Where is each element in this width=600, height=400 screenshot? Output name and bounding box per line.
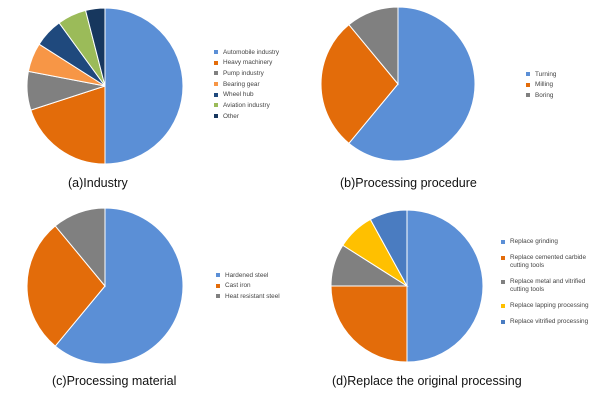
- legend-swatch-bearing-gear: [214, 82, 218, 87]
- legend-swatch-heavy-machinery: [214, 60, 218, 65]
- legend-item-aviation-industry: Aviation industry: [214, 100, 279, 110]
- legend-label-bearing-gear: Bearing gear: [223, 80, 260, 88]
- pie-chart-replace-original-processing: [330, 209, 484, 363]
- pie-chart-processing-material: [26, 207, 184, 365]
- legend-label-hardened-steel: Hardened steel: [225, 271, 269, 279]
- legend-swatch-aviation-industry: [214, 103, 218, 108]
- legend-swatch-replace-cemented-carbide-cutting-tools: [501, 256, 505, 260]
- pie-chart-industry: [26, 7, 184, 165]
- caption-processing-procedure: (b)Processing procedure: [340, 176, 477, 190]
- chart-panel-replace-original-processing: Replace grinding Replace cemented carbide…: [300, 200, 600, 400]
- legend-swatch-replace-vitrified-processing: [501, 320, 505, 324]
- legend-swatch-replace-lapping-processing: [501, 304, 505, 308]
- legend-label-other: Other: [223, 112, 239, 120]
- legend-label-replace-cemented-carbide-cutting-tools: Replace cemented carbide cutting tools: [510, 254, 587, 269]
- legend-swatch-replace-metal-and-vitrified-cutting-tools: [501, 280, 505, 284]
- legend-processing-procedure: Turning Milling Boring: [526, 69, 556, 101]
- legend-item-automobile-industry: Automobile industry: [214, 47, 279, 57]
- legend-swatch-replace-grinding: [501, 240, 505, 244]
- legend-swatch-milling: [526, 82, 530, 87]
- legend-item-other: Other: [214, 111, 279, 121]
- legend-industry: Automobile industry Heavy machinery Pump i…: [214, 47, 279, 122]
- legend-swatch-turning: [526, 72, 530, 76]
- chart-panel-processing-material: Hardened steel Cast iron Heat resistant st…: [0, 200, 300, 400]
- legend-item-wheel-hub: Wheel hub: [214, 90, 279, 100]
- pie-slice-replace-vitrified-processing: [369, 209, 408, 287]
- legend-swatch-cast-iron: [216, 283, 220, 288]
- legend-swatch-wheel-hub: [214, 92, 218, 97]
- caption-processing-material: (c)Processing material: [52, 374, 177, 388]
- legend-item-bearing-gear: Bearing gear: [214, 79, 279, 89]
- legend-item-heavy-machinery: Heavy machinery: [214, 58, 279, 68]
- legend-label-boring: Boring: [535, 91, 554, 99]
- legend-label-heat-resistant-steel: Heat resistant steel: [225, 292, 280, 300]
- legend-item-turning: Turning: [526, 69, 556, 79]
- chart-panel-processing-procedure: Turning Milling Boring (b)Processing proce…: [300, 0, 600, 200]
- legend-label-aviation-industry: Aviation industry: [223, 101, 270, 109]
- legend-label-replace-vitrified-processing: Replace vitrified processing: [510, 318, 589, 325]
- legend-label-turning: Turning: [535, 70, 557, 78]
- legend-swatch-pump-industry: [214, 71, 218, 76]
- pie-slice-cast-iron: [26, 225, 106, 347]
- pie-slice-other: [84, 7, 106, 87]
- legend-replace-original-processing: Replace grinding Replace cemented carbide…: [501, 238, 591, 334]
- legend-item-hardened-steel: Hardened steel: [216, 270, 280, 280]
- legend-item-heat-resistant-steel: Heat resistant steel: [216, 291, 280, 301]
- legend-swatch-boring: [526, 93, 530, 98]
- pie-slice-boring: [348, 6, 399, 86]
- caption-industry: (a)Industry: [68, 176, 128, 190]
- legend-item-replace-cemented-carbide-cutting-tools: Replace cemented carbide cutting tools: [501, 254, 591, 270]
- pie-slice-heat-resistant-steel: [54, 207, 106, 288]
- pie-slice-replace-cemented-carbide-cutting-tools: [330, 285, 408, 363]
- legend-item-milling: Milling: [526, 80, 556, 90]
- legend-item-pump-industry: Pump industry: [214, 68, 279, 78]
- legend-label-replace-lapping-processing: Replace lapping processing: [510, 302, 589, 309]
- pie-slice-hardened-steel: [54, 207, 184, 365]
- legend-item-boring: Boring: [526, 90, 556, 100]
- pie-slice-replace-grinding: [406, 209, 484, 363]
- legend-item-replace-grinding: Replace grinding: [501, 238, 591, 246]
- legend-label-cast-iron: Cast iron: [225, 282, 251, 290]
- legend-label-heavy-machinery: Heavy machinery: [223, 59, 273, 67]
- pie-slice-milling: [320, 23, 399, 145]
- pie-slice-automobile-industry: [104, 7, 184, 165]
- legend-swatch-other: [214, 114, 218, 119]
- legend-swatch-automobile-industry: [214, 50, 218, 54]
- legend-label-milling: Milling: [535, 81, 554, 89]
- legend-swatch-heat-resistant-steel: [216, 294, 220, 299]
- legend-label-automobile-industry: Automobile industry: [223, 48, 280, 56]
- pie-chart-processing-procedure: [320, 6, 476, 162]
- chart-panel-industry: Automobile industry Heavy machinery Pump i…: [0, 0, 300, 200]
- legend-item-replace-metal-and-vitrified-cutting-tools: Replace metal and vitrified cutting tool…: [501, 278, 591, 294]
- legend-item-replace-vitrified-processing: Replace vitrified processing: [501, 318, 591, 326]
- legend-processing-material: Hardened steel Cast iron Heat resistant st…: [216, 270, 280, 302]
- legend-item-replace-lapping-processing: Replace lapping processing: [501, 302, 591, 310]
- legend-label-replace-grinding: Replace grinding: [510, 238, 558, 245]
- pie-slice-heavy-machinery: [30, 85, 106, 165]
- legend-swatch-hardened-steel: [216, 273, 220, 277]
- legend-label-pump-industry: Pump industry: [223, 69, 264, 77]
- caption-replace-original-processing: (d)Replace the original processing: [332, 374, 522, 388]
- legend-label-replace-metal-and-vitrified-cutting-tools: Replace metal and vitrified cutting tool…: [510, 278, 586, 293]
- legend-label-wheel-hub: Wheel hub: [223, 91, 254, 99]
- legend-item-cast-iron: Cast iron: [216, 281, 280, 291]
- pie-slice-turning: [348, 6, 476, 162]
